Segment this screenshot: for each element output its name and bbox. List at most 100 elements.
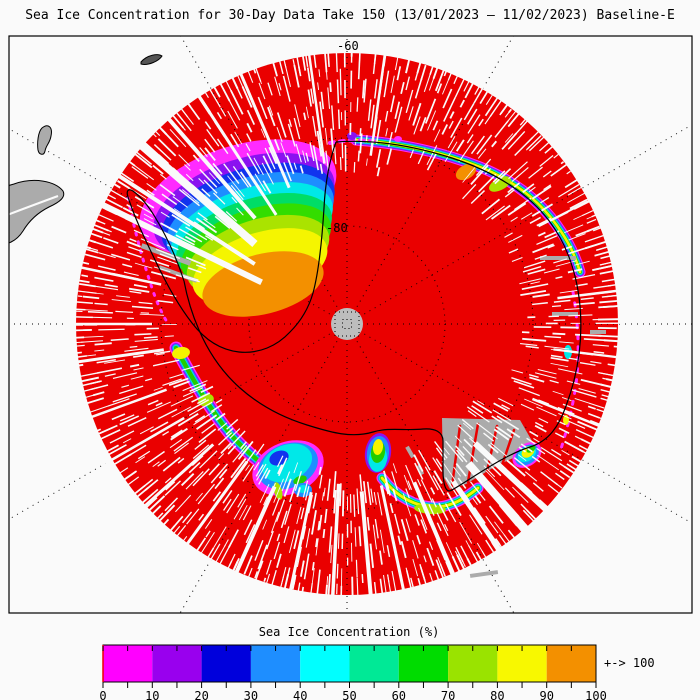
swath-gap-stripe (223, 498, 232, 511)
swath-gap-stripe (375, 119, 382, 144)
swath-gap-stripe (315, 538, 319, 548)
swath-gap-wedge (138, 443, 215, 512)
swath-gap-stripe (439, 563, 446, 577)
swath-gap-stripe (276, 499, 286, 522)
swath-gap-stripe (309, 583, 313, 601)
swath-gap-stripe (86, 246, 91, 250)
swath-gap-stripe (178, 228, 203, 243)
swath-gap-stripe (540, 197, 550, 204)
swath-gap-stripe (383, 470, 391, 496)
swath-gap-stripe (246, 567, 253, 583)
swath-gap-stripe (577, 420, 604, 434)
swath-gap-stripe (123, 271, 139, 277)
swath-gap-stripe (475, 158, 492, 176)
swath-gap-stripe (223, 163, 240, 185)
swath-gap-stripe (355, 559, 358, 578)
swath-gap-stripe (220, 210, 231, 220)
plot-title: Sea Ice Concentration for 30-Day Data Ta… (25, 8, 675, 23)
swath-gap-stripe (412, 540, 419, 559)
swath-gap-stripe (253, 565, 262, 584)
swath-gap-stripe (543, 184, 552, 191)
swath-gap-stripe (257, 544, 268, 570)
swath-gap-stripe (134, 150, 153, 166)
swath-gap-stripe (302, 150, 307, 163)
swath-gap-stripe (165, 481, 176, 491)
swath-gap-stripe (276, 553, 282, 569)
swath-gap-stripe (192, 444, 210, 459)
swath-gap-stripe (74, 278, 90, 284)
swath-gap-stripe (568, 233, 586, 241)
swath-gap-stripe (428, 504, 435, 516)
swath-gap-stripe (296, 56, 301, 73)
swath-gap-stripe (258, 82, 266, 100)
swath-gap-stripe (176, 524, 187, 537)
swath-gap-stripe (255, 443, 265, 456)
swath-gap-stripe (310, 88, 315, 104)
swath-gap-stripe (417, 148, 426, 165)
swath-gap-stripe (456, 554, 468, 575)
swath-gap-stripe (596, 263, 619, 271)
swath-gap-stripe (268, 146, 278, 165)
swath-gap-stripe (583, 338, 606, 342)
swath-gap-stripe (137, 140, 155, 156)
colorbar-tick-label: 50 (342, 689, 356, 700)
swath-gap-stripe (367, 99, 372, 121)
swath-gap-stripe (226, 418, 239, 430)
swath-gap-stripe (209, 543, 221, 562)
colorbar-tick-label: 100 (585, 689, 607, 700)
swath-gap-stripe (109, 430, 135, 444)
swath-gap-stripe (200, 385, 214, 393)
swath-gap-stripe (69, 351, 82, 355)
swath-gap-stripe (95, 429, 121, 443)
swath-gap-stripe (168, 109, 184, 129)
colorbar-tick-label: 60 (392, 689, 406, 700)
swath-gap-stripe (453, 69, 461, 85)
swath-gap-stripe (194, 415, 206, 423)
swath-gap-stripe (597, 371, 615, 377)
swath-gap-stripe (504, 487, 515, 498)
swath-gap-stripe (435, 559, 445, 581)
swath-gap-stripe (263, 127, 272, 144)
swath-gap-stripe (567, 268, 583, 274)
swath-gap-stripe (232, 559, 242, 579)
swath-gap-stripe (251, 519, 260, 535)
swath-gap-stripe (558, 412, 572, 420)
swath-gap-stripe (263, 577, 267, 582)
swath-gap-stripe (82, 295, 100, 300)
swath-gap-stripe (301, 54, 307, 71)
colorbar: 0 10 20 30 40 50 60 70 80 90 100 (99, 644, 607, 700)
swath-gap-stripe (200, 531, 215, 554)
swath-gap-stripe (208, 172, 220, 185)
swath-gap-stripe (282, 75, 291, 102)
swath-gap-stripe (262, 180, 272, 194)
swath-gap-stripe (230, 184, 244, 201)
swath-gap-stripe (361, 573, 364, 584)
swath-gap-stripe (443, 447, 450, 456)
swath-gap-stripe (418, 507, 428, 530)
swath-gap-stripe (169, 439, 183, 449)
swath-gap-stripe (176, 103, 189, 118)
swath-gap-stripe (94, 342, 112, 346)
swath-gap-stripe (195, 190, 215, 208)
swath-gap-stripe (292, 59, 296, 68)
swath-gap-stripe (112, 393, 137, 403)
swath-gap-stripe (574, 435, 595, 447)
swath-gap-stripe (382, 495, 388, 512)
swath-gap-stripe (296, 506, 302, 525)
swath-gap-stripe (234, 131, 243, 145)
swath-gap-stripe (134, 338, 158, 342)
swath-gap-stripe (589, 402, 605, 409)
swath-gap-stripe (501, 404, 511, 410)
colorbar-tick-label: 70 (441, 689, 455, 700)
swath-gap-wedge (133, 137, 258, 247)
swath-gap-stripe (394, 57, 399, 71)
swath-gap-stripe (119, 385, 144, 395)
swath-gap-stripe (105, 208, 118, 216)
swath-gap-stripe (503, 534, 511, 544)
swath-gap-stripe (599, 299, 621, 304)
swath-gap-stripe (138, 301, 153, 305)
swath-gap-stripe (479, 85, 492, 105)
swath-gap-stripe (462, 165, 477, 183)
swath-gap-stripe (237, 75, 246, 94)
